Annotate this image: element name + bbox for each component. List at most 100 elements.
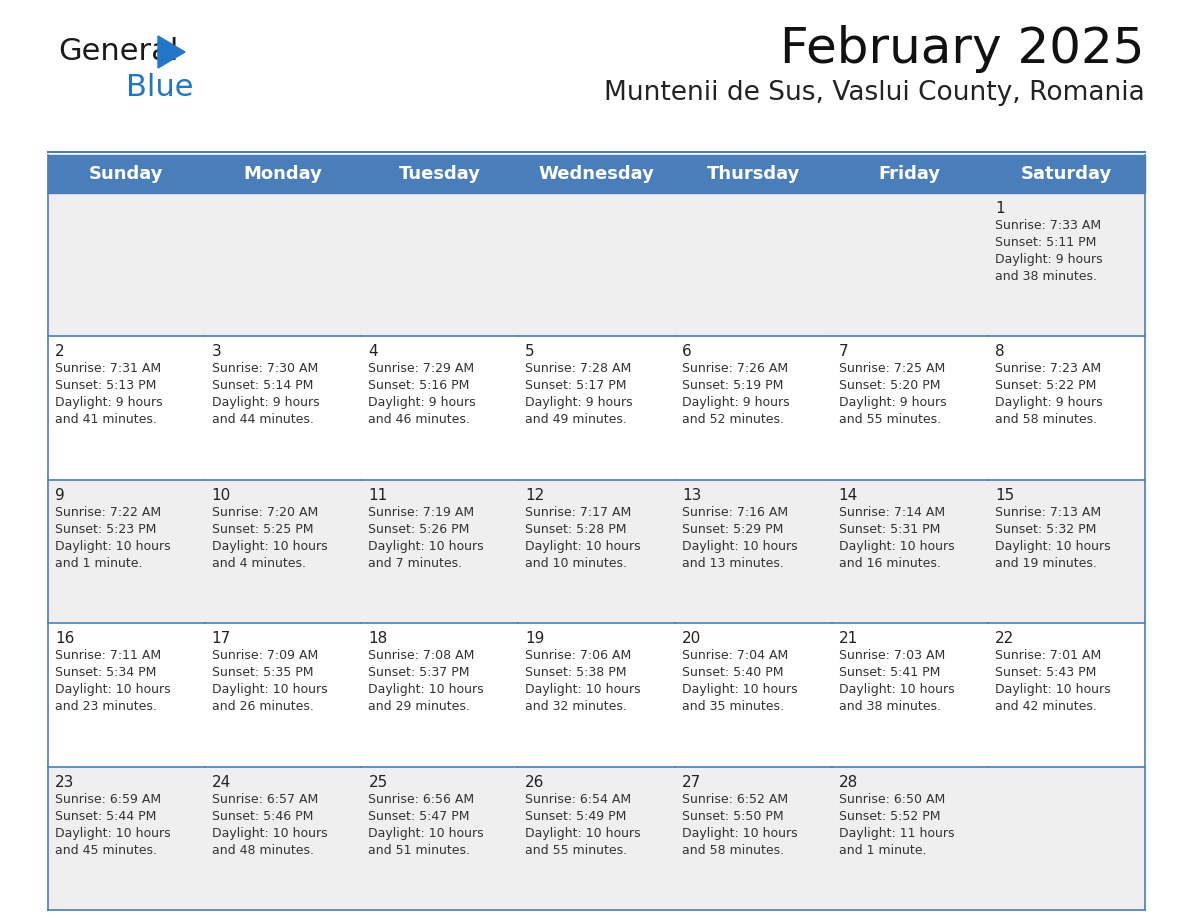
Text: 17: 17 [211, 632, 230, 646]
Text: Blue: Blue [126, 73, 194, 103]
Bar [988, 480, 1145, 623]
Text: 3: 3 [211, 344, 221, 360]
Text: 28: 28 [839, 775, 858, 789]
Bar [48, 193, 204, 336]
Text: Sunrise: 7:16 AM
Sunset: 5:29 PM
Daylight: 10 hours
and 13 minutes.: Sunrise: 7:16 AM Sunset: 5:29 PM Dayligh… [682, 506, 797, 570]
Bar [832, 480, 988, 623]
Text: 22: 22 [996, 632, 1015, 646]
Text: 18: 18 [368, 632, 387, 646]
Text: 24: 24 [211, 775, 230, 789]
Text: 23: 23 [55, 775, 75, 789]
Bar [675, 193, 832, 336]
Bar [48, 480, 204, 623]
Text: Sunrise: 6:52 AM
Sunset: 5:50 PM
Daylight: 10 hours
and 58 minutes.: Sunrise: 6:52 AM Sunset: 5:50 PM Dayligh… [682, 792, 797, 856]
Text: 4: 4 [368, 344, 378, 360]
Text: 2: 2 [55, 344, 64, 360]
Text: Sunrise: 6:54 AM
Sunset: 5:49 PM
Daylight: 10 hours
and 55 minutes.: Sunrise: 6:54 AM Sunset: 5:49 PM Dayligh… [525, 792, 640, 856]
Bar [832, 336, 988, 480]
Text: Sunrise: 7:01 AM
Sunset: 5:43 PM
Daylight: 10 hours
and 42 minutes.: Sunrise: 7:01 AM Sunset: 5:43 PM Dayligh… [996, 649, 1111, 713]
Text: Sunrise: 7:26 AM
Sunset: 5:19 PM
Daylight: 9 hours
and 52 minutes.: Sunrise: 7:26 AM Sunset: 5:19 PM Dayligh… [682, 363, 790, 426]
Bar [988, 767, 1145, 910]
Text: Sunrise: 7:19 AM
Sunset: 5:26 PM
Daylight: 10 hours
and 7 minutes.: Sunrise: 7:19 AM Sunset: 5:26 PM Dayligh… [368, 506, 484, 570]
Text: February 2025: February 2025 [781, 25, 1145, 73]
Bar [361, 480, 518, 623]
Text: Wednesday: Wednesday [538, 165, 655, 183]
Bar [361, 336, 518, 480]
Bar [675, 623, 832, 767]
Polygon shape [158, 36, 185, 68]
Text: Sunrise: 6:59 AM
Sunset: 5:44 PM
Daylight: 10 hours
and 45 minutes.: Sunrise: 6:59 AM Sunset: 5:44 PM Dayligh… [55, 792, 171, 856]
Bar [518, 767, 675, 910]
Bar [48, 767, 204, 910]
Text: Sunday: Sunday [89, 165, 164, 183]
Text: Muntenii de Sus, Vaslui County, Romania: Muntenii de Sus, Vaslui County, Romania [605, 80, 1145, 106]
Text: 15: 15 [996, 487, 1015, 503]
Bar [988, 336, 1145, 480]
Bar [675, 480, 832, 623]
Text: Sunrise: 7:30 AM
Sunset: 5:14 PM
Daylight: 9 hours
and 44 minutes.: Sunrise: 7:30 AM Sunset: 5:14 PM Dayligh… [211, 363, 320, 426]
Text: 27: 27 [682, 775, 701, 789]
Text: 9: 9 [55, 487, 65, 503]
Bar [48, 336, 204, 480]
Text: Sunrise: 7:08 AM
Sunset: 5:37 PM
Daylight: 10 hours
and 29 minutes.: Sunrise: 7:08 AM Sunset: 5:37 PM Dayligh… [368, 649, 484, 713]
Bar [204, 336, 361, 480]
Text: Sunrise: 7:03 AM
Sunset: 5:41 PM
Daylight: 10 hours
and 38 minutes.: Sunrise: 7:03 AM Sunset: 5:41 PM Dayligh… [839, 649, 954, 713]
Bar [518, 480, 675, 623]
Text: Sunrise: 7:31 AM
Sunset: 5:13 PM
Daylight: 9 hours
and 41 minutes.: Sunrise: 7:31 AM Sunset: 5:13 PM Dayligh… [55, 363, 163, 426]
Bar [988, 623, 1145, 767]
Text: 1: 1 [996, 201, 1005, 216]
Text: Tuesday: Tuesday [399, 165, 481, 183]
Bar [48, 155, 1145, 193]
Text: 19: 19 [525, 632, 544, 646]
Text: Sunrise: 7:06 AM
Sunset: 5:38 PM
Daylight: 10 hours
and 32 minutes.: Sunrise: 7:06 AM Sunset: 5:38 PM Dayligh… [525, 649, 640, 713]
Text: Sunrise: 7:17 AM
Sunset: 5:28 PM
Daylight: 10 hours
and 10 minutes.: Sunrise: 7:17 AM Sunset: 5:28 PM Dayligh… [525, 506, 640, 570]
Bar [204, 623, 361, 767]
Bar [204, 480, 361, 623]
Text: Sunrise: 7:33 AM
Sunset: 5:11 PM
Daylight: 9 hours
and 38 minutes.: Sunrise: 7:33 AM Sunset: 5:11 PM Dayligh… [996, 219, 1102, 283]
Text: Sunrise: 7:29 AM
Sunset: 5:16 PM
Daylight: 9 hours
and 46 minutes.: Sunrise: 7:29 AM Sunset: 5:16 PM Dayligh… [368, 363, 476, 426]
Bar [832, 767, 988, 910]
Text: Sunrise: 7:04 AM
Sunset: 5:40 PM
Daylight: 10 hours
and 35 minutes.: Sunrise: 7:04 AM Sunset: 5:40 PM Dayligh… [682, 649, 797, 713]
Text: 5: 5 [525, 344, 535, 360]
Text: Sunrise: 6:57 AM
Sunset: 5:46 PM
Daylight: 10 hours
and 48 minutes.: Sunrise: 6:57 AM Sunset: 5:46 PM Dayligh… [211, 792, 328, 856]
Text: 8: 8 [996, 344, 1005, 360]
Text: 14: 14 [839, 487, 858, 503]
Bar [832, 623, 988, 767]
Bar [518, 623, 675, 767]
Bar [361, 193, 518, 336]
Bar [675, 336, 832, 480]
Text: Sunrise: 7:23 AM
Sunset: 5:22 PM
Daylight: 9 hours
and 58 minutes.: Sunrise: 7:23 AM Sunset: 5:22 PM Dayligh… [996, 363, 1102, 426]
Text: Sunrise: 7:28 AM
Sunset: 5:17 PM
Daylight: 9 hours
and 49 minutes.: Sunrise: 7:28 AM Sunset: 5:17 PM Dayligh… [525, 363, 633, 426]
Text: 6: 6 [682, 344, 691, 360]
Text: 25: 25 [368, 775, 387, 789]
Text: Friday: Friday [879, 165, 941, 183]
Text: Monday: Monday [244, 165, 322, 183]
Text: Sunrise: 7:09 AM
Sunset: 5:35 PM
Daylight: 10 hours
and 26 minutes.: Sunrise: 7:09 AM Sunset: 5:35 PM Dayligh… [211, 649, 328, 713]
Text: 26: 26 [525, 775, 544, 789]
Text: 10: 10 [211, 487, 230, 503]
Text: Sunrise: 6:50 AM
Sunset: 5:52 PM
Daylight: 11 hours
and 1 minute.: Sunrise: 6:50 AM Sunset: 5:52 PM Dayligh… [839, 792, 954, 856]
Text: 20: 20 [682, 632, 701, 646]
Text: 13: 13 [682, 487, 701, 503]
Bar [832, 193, 988, 336]
Bar [518, 336, 675, 480]
Bar [675, 767, 832, 910]
Text: Sunrise: 7:25 AM
Sunset: 5:20 PM
Daylight: 9 hours
and 55 minutes.: Sunrise: 7:25 AM Sunset: 5:20 PM Dayligh… [839, 363, 946, 426]
Text: 12: 12 [525, 487, 544, 503]
Text: Thursday: Thursday [707, 165, 800, 183]
Bar [361, 767, 518, 910]
Text: Saturday: Saturday [1020, 165, 1112, 183]
Text: 16: 16 [55, 632, 75, 646]
Text: General: General [58, 38, 178, 66]
Bar [48, 623, 204, 767]
Text: Sunrise: 7:13 AM
Sunset: 5:32 PM
Daylight: 10 hours
and 19 minutes.: Sunrise: 7:13 AM Sunset: 5:32 PM Dayligh… [996, 506, 1111, 570]
Bar [988, 193, 1145, 336]
Bar [204, 767, 361, 910]
Text: Sunrise: 7:20 AM
Sunset: 5:25 PM
Daylight: 10 hours
and 4 minutes.: Sunrise: 7:20 AM Sunset: 5:25 PM Dayligh… [211, 506, 328, 570]
Text: Sunrise: 7:11 AM
Sunset: 5:34 PM
Daylight: 10 hours
and 23 minutes.: Sunrise: 7:11 AM Sunset: 5:34 PM Dayligh… [55, 649, 171, 713]
Text: 21: 21 [839, 632, 858, 646]
Text: Sunrise: 7:22 AM
Sunset: 5:23 PM
Daylight: 10 hours
and 1 minute.: Sunrise: 7:22 AM Sunset: 5:23 PM Dayligh… [55, 506, 171, 570]
Text: Sunrise: 7:14 AM
Sunset: 5:31 PM
Daylight: 10 hours
and 16 minutes.: Sunrise: 7:14 AM Sunset: 5:31 PM Dayligh… [839, 506, 954, 570]
Bar [204, 193, 361, 336]
Bar [361, 623, 518, 767]
